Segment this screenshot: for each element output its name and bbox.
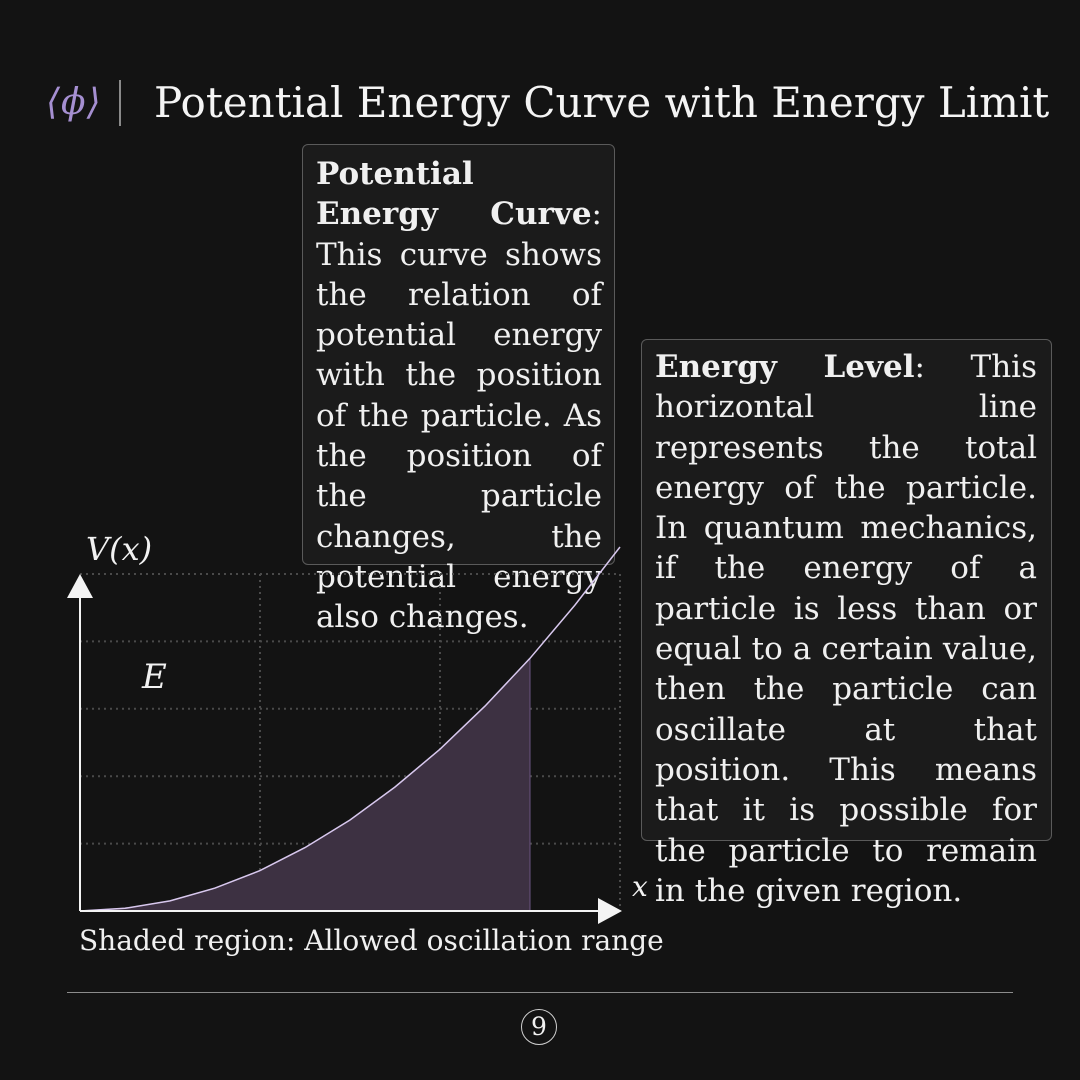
header-divider: [119, 80, 121, 126]
page-title: Potential Energy Curve with Energy Limit: [154, 78, 1050, 127]
x-axis-label: x: [632, 870, 648, 903]
x-axis-arrow-icon: [598, 898, 622, 924]
energy-level-text: : This hor­izontal line represents the t…: [655, 349, 1037, 909]
energy-level-term: Energy Level: [655, 349, 915, 385]
y-axis-label: V(x): [86, 530, 152, 568]
y-axis-arrow-icon: [67, 574, 93, 598]
potential-energy-plot: V(x) x E: [67, 530, 648, 924]
plot-caption: Shaded region: Allowed oscillation range: [79, 924, 664, 957]
potential-energy-curve-text: : This curve shows the relation of poten…: [316, 196, 602, 636]
header: ⟨ϕ⟩ Potential Energy Curve with Energy L…: [46, 78, 1049, 130]
potential-energy-curve-term: Potential Energy Curve: [316, 156, 592, 233]
potential-energy-curve: [79, 546, 621, 912]
energy-label: E: [141, 657, 167, 697]
page-number: 9: [521, 1009, 557, 1045]
energy-level-box: Energy Level: This hor­izontal line repr…: [641, 339, 1052, 909]
potential-energy-curve-box: Potential Energy Curve: This curve shows…: [302, 144, 615, 635]
footer-rule: [67, 992, 1013, 993]
phi-logo-icon: ⟨ϕ⟩: [46, 82, 102, 123]
